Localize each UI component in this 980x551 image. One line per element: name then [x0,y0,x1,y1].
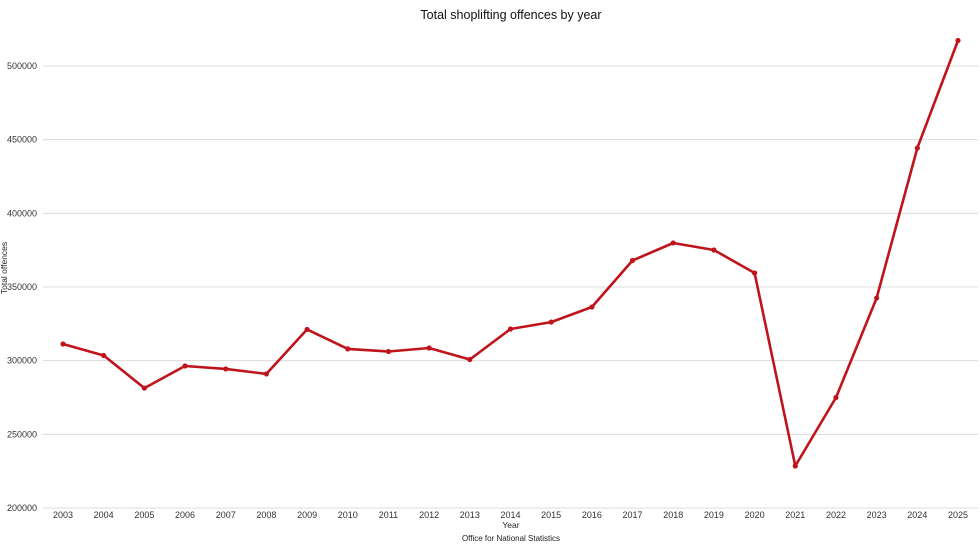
data-point [426,345,432,351]
data-point [223,366,229,372]
x-tick-label: 2012 [419,510,439,520]
y-tick-label: 350000 [7,282,37,292]
y-tick-label: 200000 [7,503,37,513]
y-tick-label: 450000 [7,135,37,145]
data-point [385,348,392,355]
data-point [914,145,920,151]
x-axis-label: Year [502,520,519,530]
x-tick-label: 2020 [745,510,765,520]
data-point [467,356,473,363]
y-tick-label: 500000 [7,61,37,71]
data-point [955,37,961,44]
data-point [629,257,636,264]
x-tick-label: 2008 [256,510,276,520]
data-point [141,385,147,391]
x-tick-label: 2016 [582,510,602,520]
gridlines [43,65,978,509]
x-tick-label: 2022 [826,510,846,520]
data-point [304,326,310,333]
y-axis-label: Total offences [0,242,9,294]
data-point [507,326,514,332]
data-point [792,463,798,469]
series-line [62,40,960,468]
x-tick-label: 2003 [53,510,73,520]
x-tick-label: 2018 [663,510,683,520]
data-point [60,341,66,347]
x-tick-label: 2024 [907,510,927,520]
series-total-offences [60,37,961,469]
data-point [874,295,880,301]
data-point [589,304,595,310]
x-axis-ticks: 2003 2004 2005 2006 2007 2008 2009 2010 2011 2012… [53,510,968,520]
data-point [548,319,554,325]
data-point [751,270,758,276]
data-point [833,394,839,401]
x-tick-label: 2023 [867,510,887,520]
data-point [670,240,676,246]
x-tick-label: 2005 [134,510,154,520]
x-tick-label: 2011 [379,510,398,520]
data-point [345,346,351,352]
chart-title: Total shoplifting offences by year [420,8,602,22]
data-point [101,352,107,359]
x-tick-label: 2007 [216,510,236,520]
x-tick-label: 2013 [460,510,480,520]
data-point [182,363,188,369]
y-tick-label: 400000 [7,208,37,218]
y-axis-ticks: 200000 250000 300000 350000 400000 450000 5000… [7,61,37,513]
x-tick-label: 2017 [623,510,643,520]
x-tick-label: 2021 [785,510,805,520]
x-tick-label: 2019 [704,510,724,520]
x-tick-label: 2010 [338,510,358,520]
data-point [711,247,717,253]
x-tick-label: 2014 [500,510,520,520]
x-tick-label: 2004 [94,510,114,520]
x-tick-label: 2015 [541,510,561,520]
y-tick-label: 250000 [7,429,37,439]
source-caption: Office for National Statistics [462,534,560,543]
data-point [263,371,270,377]
x-tick-label: 2009 [297,510,317,520]
x-tick-label: 2006 [175,510,195,520]
y-tick-label: 300000 [7,356,37,366]
x-tick-label: 2025 [948,510,968,520]
